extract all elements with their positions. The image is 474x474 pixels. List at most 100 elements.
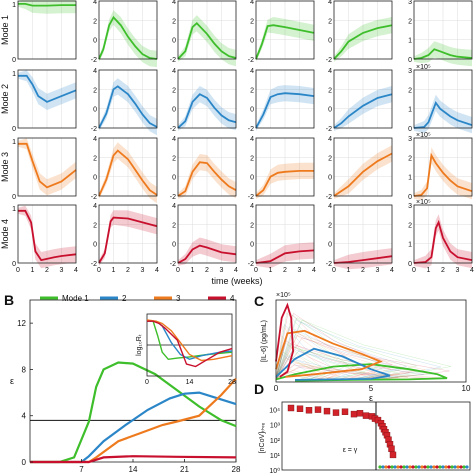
x-tick-label: 2: [361, 267, 365, 274]
sci-notation-label: ×10⁵: [416, 199, 431, 206]
data-point: [296, 405, 304, 412]
panel-b-letter: B: [4, 292, 14, 308]
subplot-r1-c1: 01: [12, 0, 77, 64]
x-tick-label: 4: [234, 267, 238, 274]
y-tick-label: 2: [172, 87, 176, 94]
series-line-2: [30, 391, 237, 464]
y-tick-label: 2: [93, 87, 97, 94]
baseline-marker: [384, 465, 388, 469]
baseline-marker: [414, 465, 418, 469]
y-tick-label: 0: [328, 107, 332, 114]
legend: Mode 1 2 3 4: [40, 294, 235, 303]
x-tick-label: 3: [376, 267, 380, 274]
confidence-band: [414, 41, 472, 67]
baseline-marker: [393, 465, 397, 469]
y-tick-label: 0: [22, 458, 27, 467]
data-point: [314, 406, 322, 413]
series-line-4: [275, 302, 295, 378]
subplot-r2-c2: -2 0 2 4: [91, 68, 158, 136]
y-tick-label: 10⁰: [269, 467, 280, 474]
trajectory-sample: [275, 356, 350, 380]
subplot-r2-c6: 0 1 2 3 ×10⁵: [408, 64, 473, 134]
inset: 0 14 28 log₁₀Rₜ: [136, 313, 236, 386]
series-line: [255, 249, 315, 264]
axes-frame: [98, 137, 158, 197]
y-tick-label: 2: [172, 18, 176, 25]
series-line-4: [30, 455, 237, 464]
series-line: [177, 93, 237, 129]
y-tick-label: 0: [250, 38, 254, 45]
x-tick-label: 0: [274, 384, 279, 393]
y-tick-label: 0: [408, 261, 412, 268]
y-tick-label: 0: [408, 126, 412, 133]
subplot-r1-c2: -2 0 2 4: [91, 0, 158, 68]
y-tick-label: 2: [408, 87, 412, 94]
x-tick-label: 2: [441, 267, 445, 274]
x-tick-label: 3: [141, 267, 145, 274]
y-tick-label: 2: [408, 18, 412, 25]
x-tick-label: 1: [269, 267, 273, 274]
y-axis-label: [nCoV]ₜₕᵣₑ: [259, 422, 266, 453]
axes-frame: [98, 69, 158, 129]
sci-notation-label: ×10⁵: [416, 132, 431, 139]
y-tick-label: 2: [172, 222, 176, 229]
baseline-marker: [429, 465, 433, 469]
x-tick-label: 3: [298, 267, 302, 274]
y-axis-label: ε: [10, 376, 14, 386]
axes-frame: [29, 299, 237, 463]
y-tick-label: 4: [328, 203, 332, 210]
trajectory-sample: [275, 346, 400, 380]
x-tick-label: 0: [97, 267, 101, 274]
y-tick-label: 0: [250, 175, 254, 182]
y-tick-label: 4: [250, 0, 254, 6]
x-tick-label: 2: [45, 267, 49, 274]
subplot-r1-c3: -2 0 2 4: [170, 0, 237, 67]
series-line: [413, 152, 473, 197]
data-point: [388, 445, 395, 452]
trajectory-sample: [275, 323, 333, 380]
y-tick-label: 4: [328, 68, 332, 75]
y-tick-label: 2: [328, 222, 332, 229]
x-tick-label: 0: [16, 267, 20, 274]
axes-frame: [17, 69, 77, 129]
x-tick-label: 21: [180, 465, 189, 474]
axes-frame: [98, 0, 158, 60]
series-line: [18, 74, 77, 103]
series-line: [333, 255, 393, 264]
series-line-1: [275, 363, 448, 382]
baseline-marker: [462, 465, 466, 469]
confidence-band: [414, 214, 472, 269]
trajectory-sample: [275, 325, 324, 380]
trajectory-sample: [275, 353, 317, 380]
trajectory-sample: [275, 339, 342, 380]
panel-d-letter: D: [254, 381, 264, 397]
y-tick-label: 2: [93, 222, 97, 229]
series-line: [177, 21, 237, 60]
y-tick-label: 4: [172, 68, 176, 75]
y-tick-label: 0: [408, 57, 412, 64]
subplot-r2-c1: 01: [12, 69, 77, 133]
y-tick-label: 4: [172, 136, 176, 143]
trajectory-sample: [275, 328, 401, 380]
data-point: [389, 451, 397, 459]
y-tick-label: 2: [408, 222, 412, 229]
x-axis-label: time (weeks): [211, 276, 262, 286]
y-tick-label: -2: [170, 194, 176, 201]
data-point: [350, 410, 358, 418]
series-line-3: [30, 377, 237, 464]
legend-label: 2: [122, 294, 127, 303]
y-tick-label: -2: [326, 261, 332, 268]
series-line: [333, 24, 393, 60]
subplot-r1-c5: -2 0 2 4: [326, 0, 393, 64]
baseline-marker: [435, 465, 439, 469]
trajectory-sample: [275, 345, 410, 380]
y-tick-label: 2: [93, 18, 97, 25]
y-tick-label: 0: [93, 242, 97, 249]
y-tick-label: 2: [93, 155, 97, 162]
x-tick-label: 2: [283, 267, 287, 274]
axes-frame: [17, 204, 77, 264]
confidence-band: [256, 242, 314, 269]
x-tick-label: 4: [312, 267, 316, 274]
x-tick-label: 0: [332, 267, 336, 274]
